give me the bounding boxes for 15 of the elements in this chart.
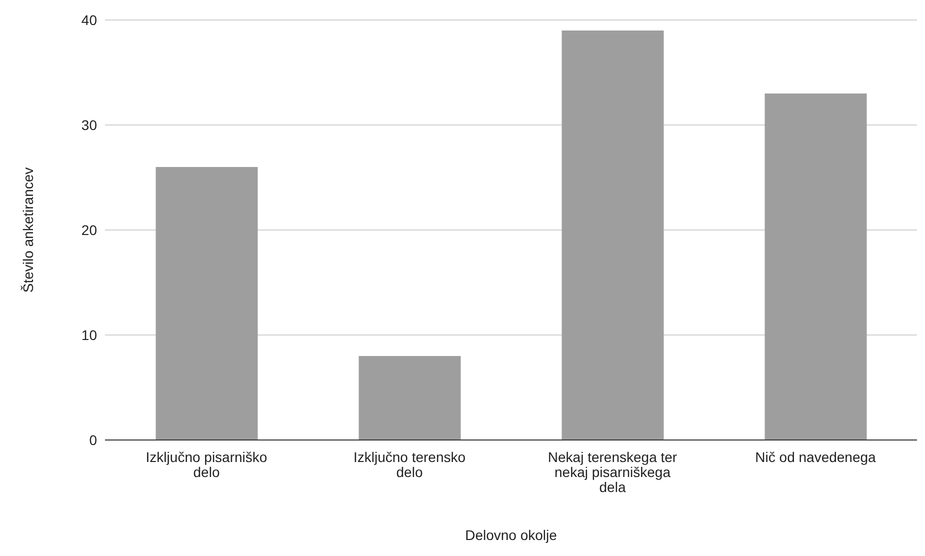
y-tick-label: 0 bbox=[89, 432, 98, 448]
bar bbox=[562, 30, 664, 440]
bar bbox=[156, 167, 258, 440]
x-axis-title: Delovno okolje bbox=[465, 527, 558, 543]
y-axis-title: Število anketirancev bbox=[20, 167, 36, 293]
bar bbox=[358, 356, 461, 440]
x-tick-label: Nekaj terenskega ter nekaj pisarniškega dela bbox=[548, 449, 678, 495]
y-tick-label: 40 bbox=[81, 12, 98, 28]
x-tick-label: Izključno pisarniško delo bbox=[146, 449, 268, 480]
x-tick-label: Nič od navedenega bbox=[755, 449, 876, 465]
bar bbox=[764, 94, 867, 440]
y-tick-label: 30 bbox=[81, 116, 98, 133]
x-tick-label: Izključno terensko delo bbox=[353, 449, 466, 480]
y-tick-label: 20 bbox=[81, 222, 98, 238]
y-tick-label: 10 bbox=[81, 326, 98, 343]
